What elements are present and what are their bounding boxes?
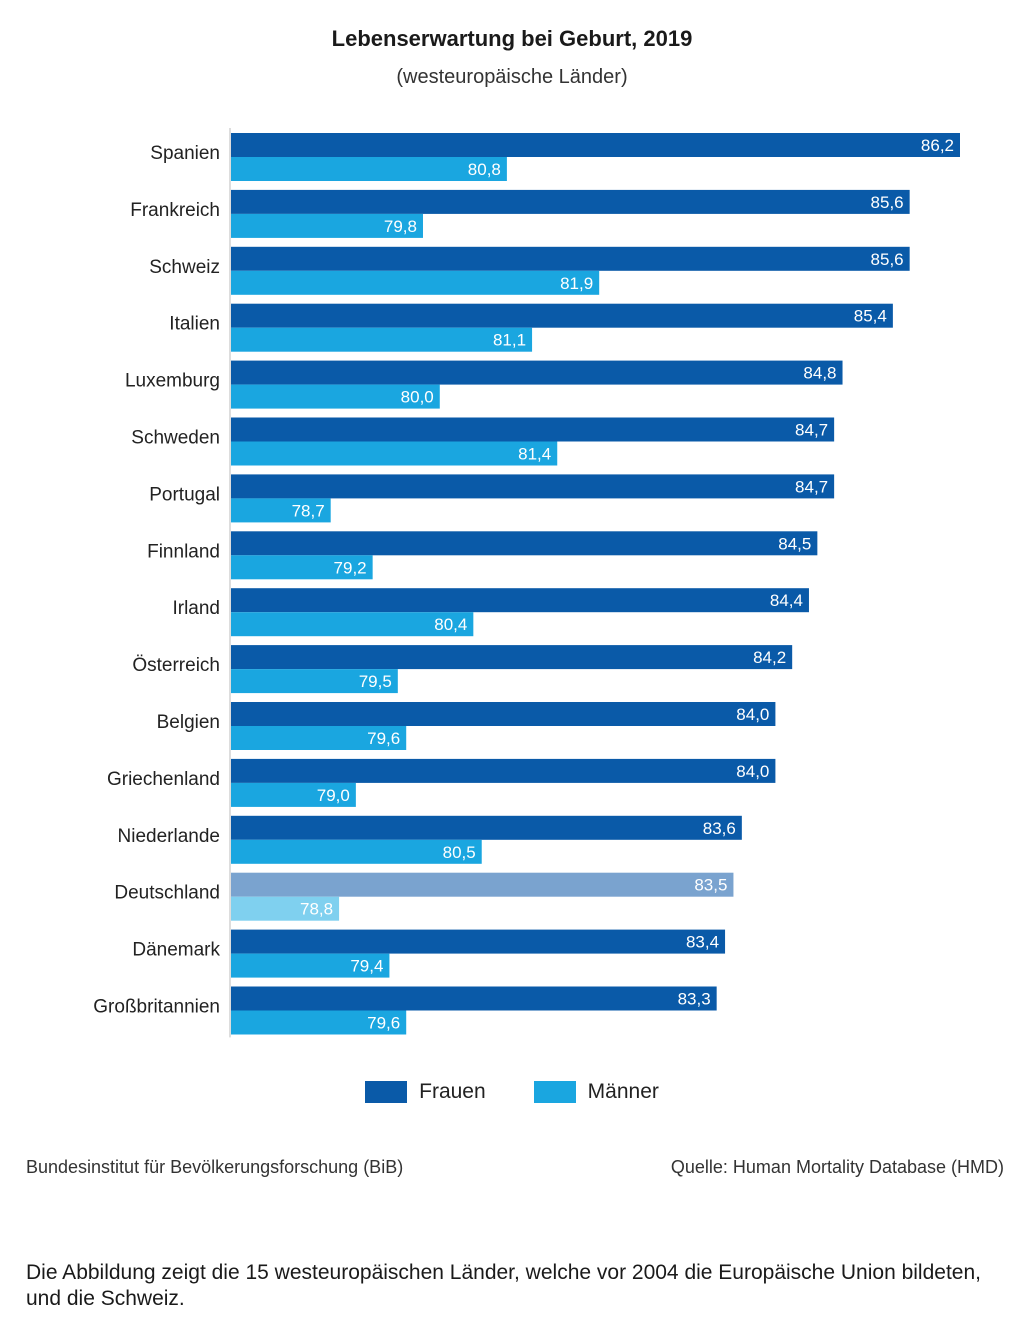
bar-maenner-danemark (231, 953, 390, 978)
value-label-frauen-griechenland: 84,0 (736, 762, 769, 781)
bar-frauen-schweden (231, 417, 835, 442)
value-label-maenner-osterreich: 79,5 (359, 672, 392, 691)
value-label-maenner-schweiz: 81,9 (560, 274, 593, 293)
category-label-frankreich: Frankreich (130, 200, 220, 221)
source-left: Bundesinstitut für Bevölkerungsforschung… (26, 1157, 404, 1177)
category-label-schweden: Schweden (131, 428, 220, 449)
value-label-maenner-deutschland: 78,8 (300, 900, 333, 919)
bar-maenner-italien (231, 327, 533, 352)
bar-maenner-spanien (231, 157, 507, 181)
value-label-maenner-italien: 81,1 (493, 331, 526, 350)
value-label-frauen-deutschland: 83,5 (694, 876, 727, 895)
bar-frauen-grossbritannien (231, 986, 717, 1011)
category-label-belgien: Belgien (157, 712, 220, 733)
category-label-grossbritannien: Großbritannien (93, 997, 220, 1018)
value-label-maenner-schweden: 81,4 (518, 445, 551, 464)
value-label-frauen-schweden: 84,7 (795, 421, 828, 440)
bar-maenner-frankreich (231, 213, 423, 238)
value-label-maenner-frankreich: 79,8 (384, 217, 417, 236)
value-label-frauen-belgien: 84,0 (736, 705, 769, 724)
bar-maenner-niederlande (231, 839, 482, 864)
bar-maenner-schweden (231, 441, 558, 466)
category-label-schweiz: Schweiz (149, 257, 220, 278)
bar-maenner-deutschland (231, 896, 340, 921)
category-label-finnland: Finnland (147, 541, 220, 562)
value-label-frauen-finnland: 84,5 (778, 534, 811, 553)
value-label-maenner-belgien: 79,6 (367, 729, 400, 748)
value-label-frauen-danemark: 83,4 (686, 933, 719, 952)
legend-label-frauen: Frauen (419, 1080, 486, 1103)
bar-frauen-osterreich (231, 645, 793, 670)
bar-frauen-deutschland (231, 872, 734, 897)
value-label-frauen-grossbritannien: 83,3 (678, 990, 711, 1009)
value-label-maenner-grossbritannien: 79,6 (367, 1014, 400, 1033)
value-label-maenner-portugal: 78,7 (292, 501, 325, 520)
value-label-maenner-spanien: 80,8 (468, 160, 501, 179)
bar-maenner-irland (231, 612, 474, 637)
legend-swatch-maenner (533, 1081, 576, 1103)
category-label-danemark: Dänemark (132, 940, 220, 961)
value-label-frauen-italien: 85,4 (854, 307, 887, 326)
chart-subtitle: (westeuropäische Länder) (396, 66, 628, 88)
chart-title: Lebenserwartung bei Geburt, 2019 (331, 26, 693, 51)
category-label-deutschland: Deutschland (114, 883, 220, 904)
value-label-frauen-portugal: 84,7 (795, 477, 828, 496)
value-label-maenner-irland: 80,4 (434, 615, 467, 634)
bar-frauen-spanien (231, 133, 960, 157)
bar-frauen-niederlande (231, 815, 742, 840)
value-label-frauen-spanien: 86,2 (921, 136, 954, 155)
bar-frauen-danemark (231, 929, 726, 954)
bar-maenner-luxemburg (231, 384, 440, 409)
value-label-maenner-niederlande: 80,5 (443, 843, 476, 862)
bar-frauen-italien (231, 303, 893, 328)
category-label-portugal: Portugal (149, 484, 220, 505)
value-label-maenner-luxemburg: 80,0 (401, 388, 434, 407)
legend-item-frauen: Frauen (365, 1080, 486, 1104)
value-label-frauen-frankreich: 85,6 (871, 193, 904, 212)
value-label-maenner-finnland: 79,2 (334, 558, 367, 577)
category-label-italien: Italien (169, 314, 220, 335)
bar-frauen-frankreich (231, 189, 910, 214)
bar-frauen-irland (231, 588, 809, 613)
bar-maenner-osterreich (231, 669, 398, 694)
bar-frauen-luxemburg (231, 360, 843, 385)
value-label-frauen-schweiz: 85,6 (871, 250, 904, 269)
bar-frauen-schweiz (231, 246, 910, 271)
bar-maenner-belgien (231, 726, 407, 750)
category-label-griechenland: Griechenland (107, 769, 220, 790)
value-label-frauen-osterreich: 84,2 (753, 648, 786, 667)
legend-swatch-frauen (365, 1081, 408, 1103)
value-label-maenner-griechenland: 79,0 (317, 786, 350, 805)
bar-maenner-finnland (231, 555, 373, 580)
category-label-niederlande: Niederlande (118, 826, 220, 847)
category-label-osterreich: Österreich (132, 655, 220, 676)
category-label-irland: Irland (172, 598, 220, 619)
bar-frauen-portugal (231, 474, 835, 499)
bar-maenner-grossbritannien (231, 1010, 407, 1035)
value-label-frauen-irland: 84,4 (770, 591, 803, 610)
legend: Frauen Männer (0, 1080, 1024, 1104)
bar-maenner-schweiz (231, 270, 600, 295)
legend-item-maenner: Männer (533, 1080, 659, 1104)
value-label-frauen-luxemburg: 84,8 (803, 364, 836, 383)
bar-frauen-belgien (231, 702, 776, 726)
source-right: Quelle: Human Mortality Database (HMD) (670, 1157, 1004, 1177)
category-label-luxemburg: Luxemburg (125, 371, 220, 392)
value-label-maenner-danemark: 79,4 (350, 957, 383, 976)
bar-chart: Spanien 86,2 80,8 Frankreich 85,6 79,8 Schweiz… (93, 128, 960, 1038)
value-label-frauen-niederlande: 83,6 (703, 819, 736, 838)
legend-label-maenner: Männer (587, 1080, 659, 1103)
bar-frauen-griechenland (231, 758, 776, 783)
caption: Die Abbildung zeigt die 15 westeuropäisc… (26, 1261, 981, 1310)
bar-frauen-finnland (231, 531, 818, 556)
category-label-spanien: Spanien (150, 143, 220, 164)
bar-maenner-griechenland (231, 782, 356, 807)
bar-maenner-portugal (231, 498, 331, 523)
